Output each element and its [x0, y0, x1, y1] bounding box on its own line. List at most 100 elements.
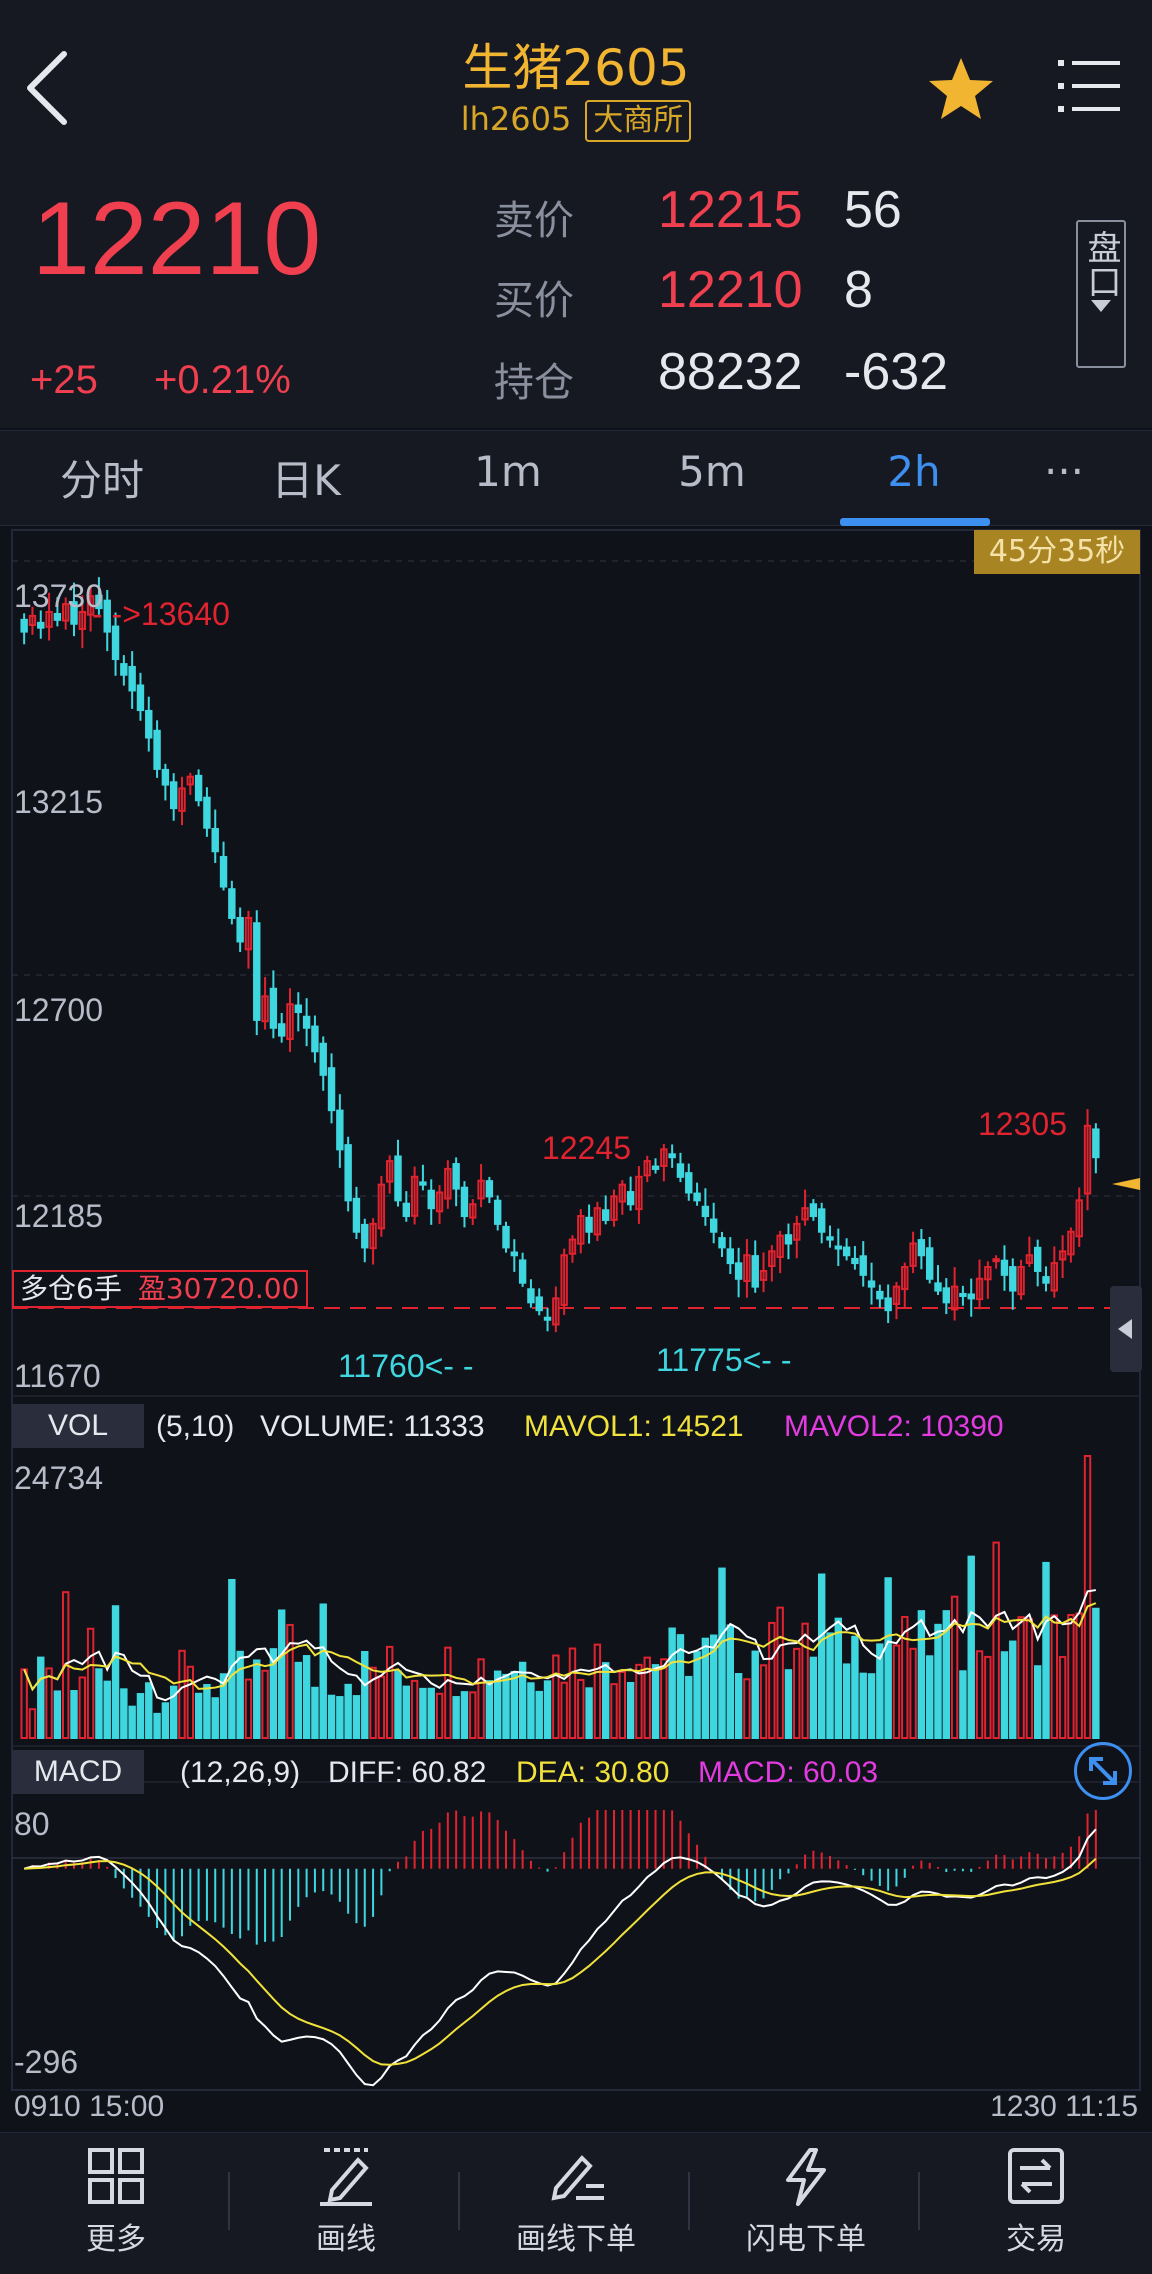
chart-area[interactable]	[0, 526, 1152, 2126]
active-tab-indicator	[840, 518, 990, 526]
volume-bar	[959, 1670, 967, 1740]
back-button[interactable]	[20, 48, 80, 128]
candle	[975, 1277, 984, 1301]
volume-bar	[751, 1650, 759, 1739]
vol-tag: VOL	[47, 1409, 109, 1442]
volume-bar	[394, 1670, 402, 1739]
macd-axis-min: -296	[14, 2044, 79, 2080]
volume-indicator-selector[interactable]: VOL	[12, 1404, 144, 1448]
volume-bar	[20, 1668, 28, 1740]
volume-bar	[493, 1670, 502, 1739]
low-price-marker: 11760<- -	[338, 1348, 474, 1384]
volume-bar	[851, 1635, 859, 1740]
candle	[377, 1183, 386, 1230]
volume-bar	[435, 1692, 444, 1739]
tab-more[interactable]: ···	[1043, 447, 1085, 496]
header-bar: 生猪2605 lh2605 大商所	[0, 0, 1152, 180]
star-icon	[929, 58, 993, 119]
macd-params: (12,26,9)	[180, 1756, 301, 1789]
candle	[1025, 1254, 1034, 1264]
nav-draw-order[interactable]: 画线下单	[476, 2140, 676, 2260]
price-axis-label: 12700	[14, 992, 103, 1028]
volume-bar	[477, 1658, 485, 1740]
ask-price: 12215	[658, 181, 803, 239]
ask-volume: 56	[844, 181, 902, 239]
pankou-label: 盘口	[1081, 230, 1121, 298]
macd-axis-max: 80	[14, 1806, 50, 1842]
volume-bar	[1067, 1613, 1075, 1739]
candle	[319, 1042, 327, 1076]
open-interest: 88232	[658, 343, 803, 401]
candle	[535, 1296, 543, 1312]
diff-line	[23, 1828, 1097, 2087]
price-axis-label: 12185	[14, 1198, 103, 1234]
candle	[527, 1288, 535, 1304]
candle	[942, 1287, 951, 1304]
candle	[751, 1255, 759, 1288]
caret-down-icon	[1091, 300, 1111, 312]
volume-bar	[618, 1670, 627, 1739]
candle	[444, 1167, 452, 1200]
candle	[419, 1181, 427, 1186]
nav-divider	[688, 2172, 690, 2230]
candle	[693, 1192, 701, 1202]
candle	[917, 1239, 926, 1257]
volume-bar	[668, 1627, 676, 1740]
price-axis-label: 13215	[14, 784, 103, 820]
candle	[809, 1203, 818, 1218]
bid-label: 买价	[494, 278, 574, 324]
tab-2h[interactable]: 2h	[887, 447, 941, 496]
volume-bar	[1017, 1616, 1025, 1739]
candle	[20, 618, 28, 633]
candle	[709, 1218, 718, 1233]
volume-bar	[194, 1692, 203, 1739]
candle	[502, 1225, 510, 1249]
tab-daily-k[interactable]: 日K	[271, 456, 341, 505]
side-drawer-handle[interactable]	[1110, 1286, 1142, 1372]
candle	[469, 1203, 477, 1219]
candle	[801, 1207, 809, 1221]
nav-more[interactable]: 更多	[16, 2140, 216, 2260]
tab-5m[interactable]: 5m	[678, 447, 746, 496]
nav-more-label: 更多	[86, 2222, 146, 2257]
candle	[435, 1191, 444, 1213]
candle	[543, 1316, 552, 1321]
pen-order-icon	[551, 2155, 604, 2201]
tab-1m[interactable]: 1m	[474, 447, 542, 496]
volume-bar	[950, 1595, 959, 1740]
favorite-button[interactable]	[925, 54, 997, 126]
candle	[95, 594, 103, 610]
candle	[701, 1205, 710, 1218]
volume-bar	[452, 1696, 460, 1739]
volume-bar	[709, 1634, 718, 1740]
volume-bar	[917, 1610, 926, 1740]
candle	[984, 1266, 992, 1281]
nav-flash-order[interactable]: 闪电下单	[706, 2140, 906, 2260]
candle	[493, 1199, 502, 1225]
position-badge[interactable]: 多仓6手 盈30720.00	[12, 1270, 308, 1308]
fullscreen-button[interactable]	[1074, 1742, 1132, 1800]
macd-indicator-selector[interactable]: MACD	[12, 1750, 144, 1794]
volume-bars-group	[20, 1455, 1100, 1740]
kline-chart[interactable]	[0, 526, 1152, 2126]
menu-button[interactable]	[1058, 58, 1122, 114]
tab-fenshi[interactable]: 分时	[59, 456, 144, 505]
volume-bar	[884, 1577, 892, 1739]
candle	[452, 1163, 460, 1190]
volume-bar	[560, 1681, 568, 1739]
volume-bar	[145, 1682, 153, 1740]
candle	[136, 684, 145, 712]
candle	[111, 625, 120, 661]
bid-price: 12210	[658, 261, 803, 319]
nav-trade[interactable]: 交易	[936, 2140, 1136, 2260]
volume-bar	[219, 1673, 228, 1740]
candle	[427, 1189, 435, 1210]
volume-bar	[1092, 1607, 1100, 1739]
candle	[37, 621, 45, 629]
volume-bar	[361, 1651, 369, 1739]
volume-bar	[568, 1647, 577, 1739]
candle	[1042, 1276, 1050, 1284]
volume-bar	[352, 1695, 361, 1739]
pankou-toggle[interactable]: 盘口	[1076, 220, 1126, 368]
nav-draw-line[interactable]: 画线	[246, 2140, 446, 2260]
